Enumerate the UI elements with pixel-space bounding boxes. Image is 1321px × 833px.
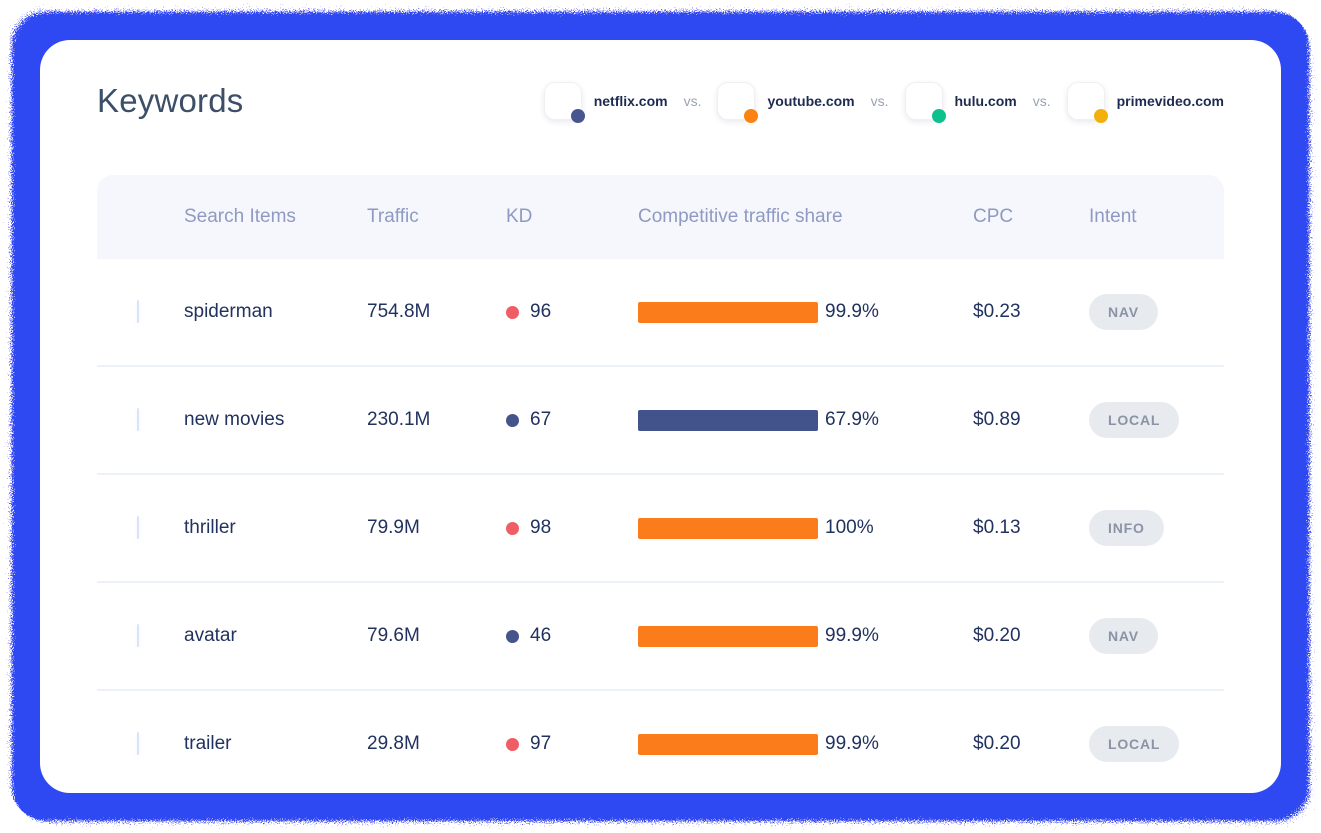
card-header: Keywords netflix.com vs. youtube.com v — [40, 40, 1281, 123]
traffic-cell: 230.1M — [367, 409, 431, 430]
kd-value: 98 — [530, 517, 552, 538]
competitor-checkbox[interactable] — [904, 82, 946, 123]
cpc-cell: $0.20 — [973, 625, 1021, 646]
traffic-cell: 29.8M — [367, 733, 420, 754]
share-bar — [638, 517, 818, 539]
kd-cell: 97 — [506, 733, 638, 755]
header-search-items: Search Items — [184, 206, 296, 227]
competitor-checkbox[interactable] — [543, 82, 585, 123]
color-dot-icon — [1093, 109, 1108, 123]
cpc-cell: $0.89 — [973, 409, 1021, 430]
kd-cell: 98 — [506, 517, 638, 539]
color-dot-icon — [570, 109, 585, 123]
competitor-label: youtube.com — [767, 93, 855, 109]
kd-value: 97 — [530, 733, 552, 754]
kd-cell: 46 — [506, 625, 638, 647]
intent-badge: INFO — [1089, 510, 1164, 546]
kd-value: 67 — [530, 409, 552, 430]
competitor-item: primevideo.com vs. — [1066, 82, 1224, 123]
vs-separator: vs. — [683, 93, 702, 109]
kd-value: 46 — [530, 625, 552, 646]
share-cell: 99.9% — [638, 301, 973, 323]
competitor-selector: netflix.com vs. youtube.com vs. hulu.com — [543, 82, 1224, 123]
row-checkbox[interactable] — [137, 408, 139, 431]
share-bar — [638, 409, 818, 431]
table-row: spiderman 754.8M 96 99.9% $0.23 NAV — [97, 259, 1224, 367]
share-value: 100% — [825, 517, 874, 538]
share-bar — [638, 625, 818, 647]
table-row: avatar 79.6M 46 99.9% $0.20 NAV — [97, 583, 1224, 691]
kd-dot-icon — [506, 521, 519, 535]
cpc-cell: $0.13 — [973, 517, 1021, 538]
share-value: 67.9% — [825, 409, 879, 430]
keyword-cell: avatar — [184, 625, 237, 646]
share-cell: 100% — [638, 517, 973, 539]
cpc-cell: $0.20 — [973, 733, 1021, 754]
share-bar — [638, 733, 818, 755]
competitor-checkbox[interactable] — [717, 82, 759, 123]
share-cell: 99.9% — [638, 733, 973, 755]
share-cell: 99.9% — [638, 625, 973, 647]
vs-separator: vs. — [1032, 93, 1051, 109]
traffic-cell: 79.9M — [367, 517, 420, 538]
competitor-item: netflix.com vs. — [543, 82, 702, 123]
competitor-label: hulu.com — [954, 93, 1017, 109]
competitor-label: primevideo.com — [1116, 93, 1224, 109]
keywords-card: Keywords netflix.com vs. youtube.com v — [40, 40, 1281, 793]
share-value: 99.9% — [825, 625, 879, 646]
kd-cell: 67 — [506, 409, 638, 431]
kd-dot-icon — [506, 305, 519, 319]
row-checkbox[interactable] — [137, 516, 139, 539]
kd-dot-icon — [506, 413, 519, 427]
table-row: thriller 79.9M 98 100% $0.13 INFO — [97, 475, 1224, 583]
keywords-table: Search Items Traffic KD Competitive traf… — [97, 175, 1224, 793]
traffic-cell: 754.8M — [367, 301, 431, 322]
share-cell: 67.9% — [638, 409, 973, 431]
header-kd: KD — [506, 206, 533, 227]
keyword-cell: trailer — [184, 733, 232, 754]
keyword-cell: thriller — [184, 517, 236, 538]
intent-badge: LOCAL — [1089, 402, 1180, 438]
row-checkbox[interactable] — [137, 732, 139, 755]
kd-cell: 96 — [506, 301, 638, 323]
table-body: spiderman 754.8M 96 99.9% $0.23 NAV — [97, 259, 1224, 793]
table-header: Search Items Traffic KD Competitive traf… — [97, 175, 1224, 259]
color-dot-icon — [744, 109, 759, 123]
kd-value: 96 — [530, 301, 552, 322]
share-bar — [638, 301, 818, 323]
color-dot-icon — [931, 109, 946, 123]
header-traffic: Traffic — [367, 206, 419, 227]
cpc-cell: $0.23 — [973, 301, 1021, 322]
table-row: trailer 29.8M 97 99.9% $0.20 LOCAL — [97, 691, 1224, 793]
intent-badge: NAV — [1089, 294, 1158, 330]
header-intent: Intent — [1089, 206, 1137, 227]
header-competitive-share: Competitive traffic share — [638, 206, 843, 227]
competitor-item: youtube.com vs. — [717, 82, 889, 123]
keyword-cell: new movies — [184, 409, 285, 430]
page-title: Keywords — [97, 82, 244, 119]
traffic-cell: 79.6M — [367, 625, 420, 646]
share-value: 99.9% — [825, 301, 879, 322]
competitor-label: netflix.com — [593, 93, 668, 109]
competitor-checkbox[interactable] — [1066, 82, 1108, 123]
table-row: new movies 230.1M 67 67.9% $0.89 LOCAL — [97, 367, 1224, 475]
competitor-item: hulu.com vs. — [904, 82, 1051, 123]
share-value: 99.9% — [825, 733, 879, 754]
row-checkbox[interactable] — [137, 624, 139, 647]
kd-dot-icon — [506, 629, 519, 643]
intent-badge: LOCAL — [1089, 726, 1180, 762]
intent-badge: NAV — [1089, 618, 1158, 654]
kd-dot-icon — [506, 737, 519, 751]
keyword-cell: spiderman — [184, 301, 273, 322]
header-cpc: CPC — [973, 206, 1014, 227]
row-checkbox[interactable] — [137, 300, 139, 323]
vs-separator: vs. — [870, 93, 889, 109]
